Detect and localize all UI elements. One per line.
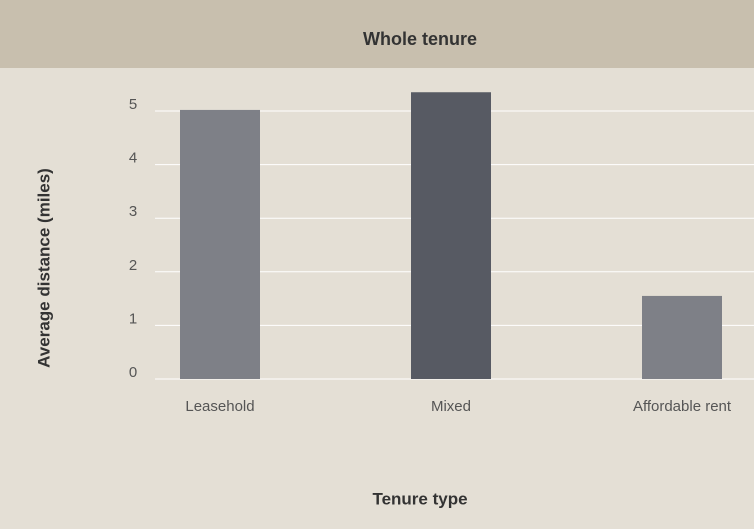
y-tick-label: 0 (129, 364, 137, 381)
x-tick-label: Mixed (431, 398, 471, 415)
header-band (0, 0, 754, 68)
y-tick-label: 5 (129, 96, 137, 113)
bar (411, 92, 491, 380)
bar (642, 295, 722, 379)
x-tick-label: Affordable rent (633, 398, 732, 415)
y-tick-label: 2 (129, 257, 137, 274)
y-tick-label: 4 (129, 150, 137, 167)
x-tick-label: Leasehold (185, 398, 254, 415)
y-tick-label: 3 (129, 203, 137, 220)
chart-title: Whole tenure (363, 29, 477, 49)
x-axis-label: Tenure type (372, 489, 467, 508)
y-tick-label: 1 (129, 310, 137, 327)
y-axis-label: Average distance (miles) (34, 168, 53, 368)
bar (180, 109, 260, 379)
